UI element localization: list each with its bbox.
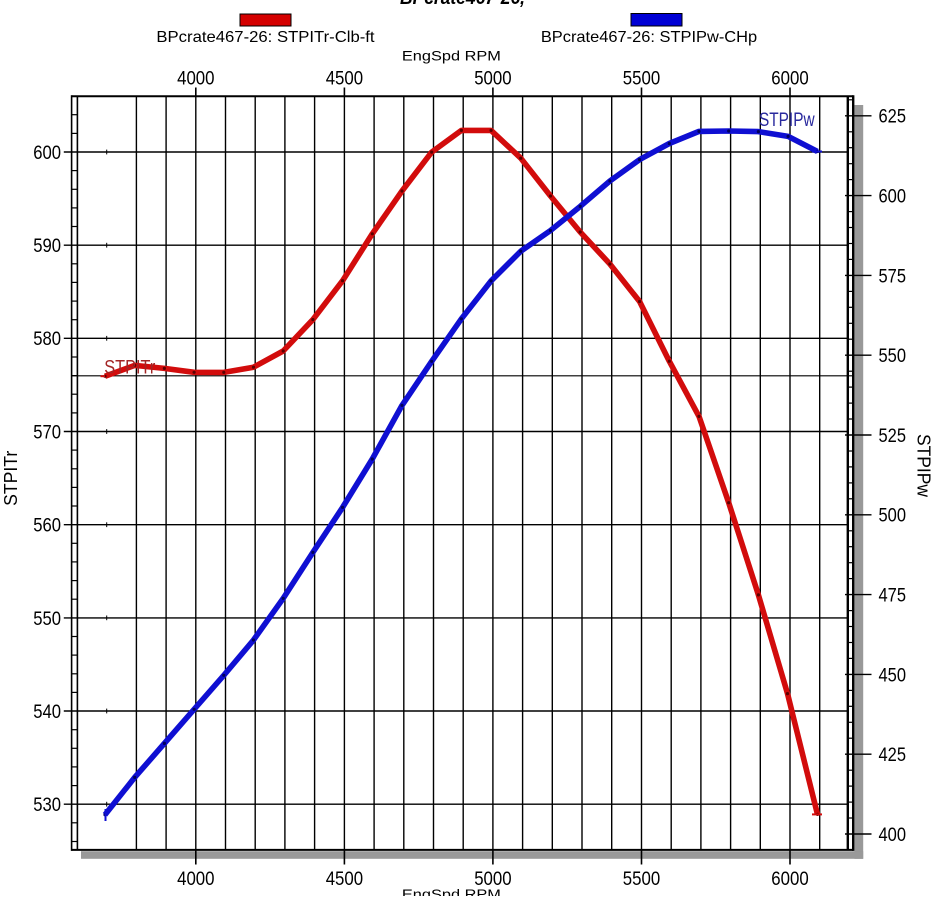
svg-text:4000: 4000 (177, 67, 215, 89)
svg-text:4500: 4500 (326, 67, 364, 89)
svg-text:4000: 4000 (177, 868, 215, 890)
svg-text:BPcrate467-26: STPITr-Clb-ft: BPcrate467-26: STPITr-Clb-ft (156, 29, 375, 46)
svg-text:400: 400 (879, 824, 907, 846)
svg-text:590: 590 (33, 235, 61, 257)
svg-text:EngSpd RPM: EngSpd RPM (402, 887, 501, 896)
svg-text:5000: 5000 (474, 67, 512, 89)
svg-text:525: 525 (879, 425, 907, 447)
svg-text:BPcrate467-26,: BPcrate467-26, (400, 0, 525, 9)
svg-text:475: 475 (879, 585, 907, 607)
svg-text:570: 570 (33, 421, 61, 443)
svg-text:STPIPw: STPIPw (914, 434, 932, 498)
svg-text:550: 550 (33, 608, 61, 630)
svg-text:625: 625 (879, 106, 907, 128)
svg-text:540: 540 (33, 701, 61, 723)
svg-text:4500: 4500 (326, 868, 364, 890)
svg-text:STPIPw: STPIPw (759, 109, 815, 131)
svg-text:560: 560 (33, 515, 61, 537)
svg-text:5500: 5500 (623, 67, 661, 89)
svg-text:STPITr: STPITr (0, 451, 21, 506)
svg-text:550: 550 (879, 345, 907, 367)
svg-text:5500: 5500 (623, 868, 661, 890)
svg-text:BPcrate467-26: STPIPw-CHp: BPcrate467-26: STPIPw-CHp (541, 29, 757, 46)
svg-text:580: 580 (33, 328, 61, 350)
svg-text:6000: 6000 (771, 67, 809, 89)
svg-text:425: 425 (879, 744, 907, 766)
svg-text:STPITr: STPITr (104, 357, 155, 379)
svg-text:6000: 6000 (771, 868, 809, 890)
svg-text:600: 600 (33, 142, 61, 164)
svg-text:450: 450 (879, 664, 907, 686)
svg-text:EngSpd RPM: EngSpd RPM (402, 49, 501, 64)
svg-text:530: 530 (33, 794, 61, 816)
svg-text:575: 575 (879, 265, 907, 287)
svg-text:500: 500 (879, 505, 907, 527)
svg-text:600: 600 (879, 186, 907, 208)
